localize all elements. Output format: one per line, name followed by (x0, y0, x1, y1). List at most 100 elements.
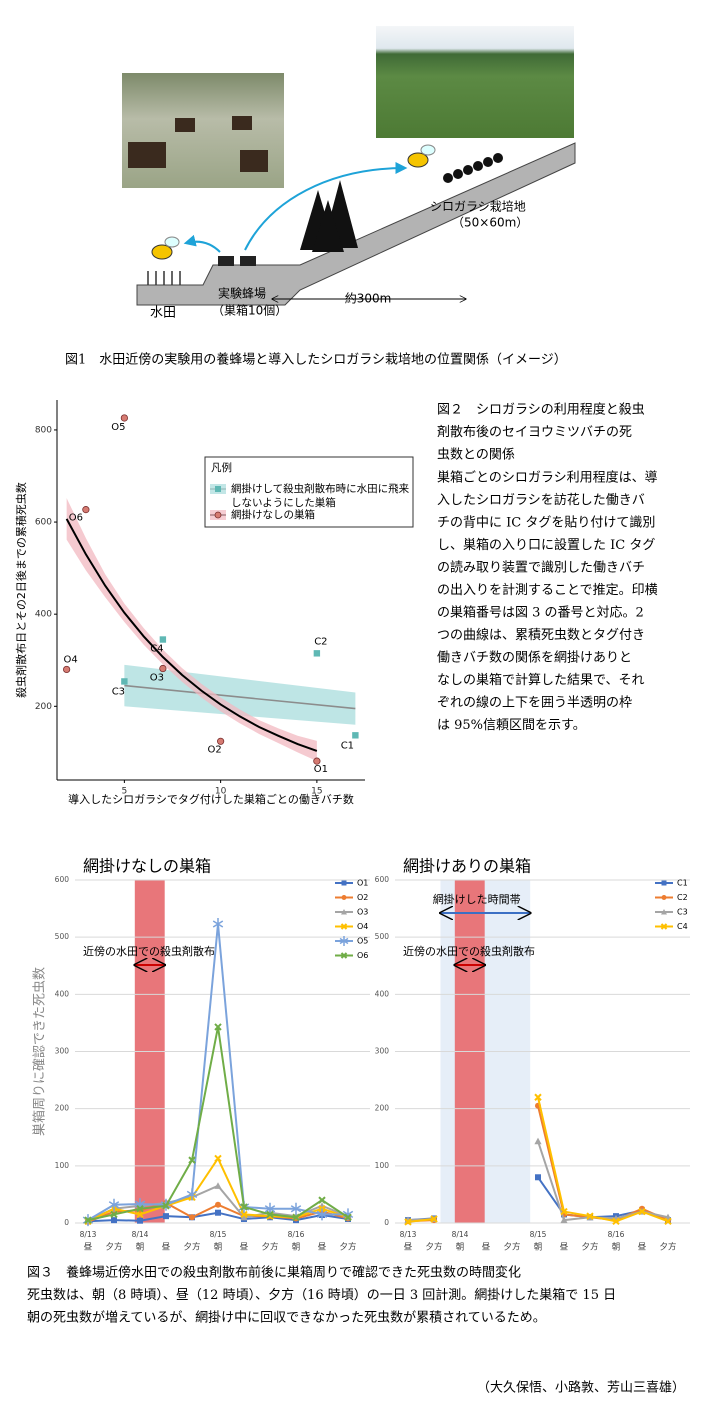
marker (63, 665, 71, 674)
series-line (407, 1218, 435, 1223)
point-label: O4 (64, 654, 78, 665)
caption-body: は 95%信頼区間を示す。 (437, 718, 586, 733)
legend-label: O4 (357, 922, 368, 931)
x-tick-label: 昼 (240, 1243, 249, 1253)
arrow-to-paddy (183, 234, 221, 253)
caption-body: 入したシロガラシを訪花した働きバ (437, 492, 645, 508)
marker (189, 1214, 195, 1221)
y-tick-label: 0 (64, 1218, 69, 1227)
label: 約300m (345, 291, 392, 306)
marker (534, 1093, 542, 1101)
legend-label: 網掛けなしの巣箱 (231, 509, 315, 521)
y-tick-label: 600 (35, 518, 52, 528)
y-tick-label: 0 (384, 1218, 389, 1227)
caption: 死虫数は、朝（8 時頃）、昼（12 時頃）、夕方（16 時頃）の一日 3 回計測… (27, 1287, 616, 1303)
x-tick-label: 夕方 (339, 1242, 356, 1253)
crop-row (443, 153, 503, 183)
marker (661, 880, 667, 886)
marker (108, 1198, 120, 1211)
marker (612, 1217, 620, 1225)
marker (240, 1210, 248, 1219)
caption-body: の読み取り装置で識別した働きバチ (437, 560, 645, 576)
x-tick-label: 昼 (638, 1243, 647, 1253)
marker (534, 1137, 542, 1145)
fit-line (65, 518, 318, 752)
marker (560, 1207, 568, 1216)
point-label: O3 (150, 673, 164, 684)
marker (214, 1154, 222, 1163)
legend-label: C3 (677, 908, 688, 917)
date-label: 8/15 (530, 1230, 547, 1239)
marker (214, 1182, 222, 1189)
caption-body: し、巣箱の入り口に設置した IC タグ (437, 537, 655, 553)
x-tick-label: 5 (122, 787, 128, 797)
y-tick-label: 300 (375, 1047, 390, 1056)
marker (638, 1207, 646, 1216)
legend-label: O2 (357, 893, 368, 902)
caption-title: 剤散布後のセイヨウミツバチの死 (437, 424, 632, 440)
marker (292, 1213, 300, 1221)
x-tick-label: 夕方 (183, 1242, 200, 1253)
marker (344, 1213, 352, 1221)
caption-body: なしの巣箱で計算した結果で、それ (437, 672, 644, 688)
marker (340, 952, 348, 959)
x-tick-label: 昼 (84, 1243, 93, 1253)
marker (266, 1210, 274, 1219)
marker (404, 1218, 412, 1226)
marker (121, 678, 128, 685)
marker (163, 1213, 169, 1220)
marker (240, 1203, 248, 1211)
label: 実験蜂場 (218, 286, 266, 301)
marker (159, 664, 167, 673)
marker (316, 1208, 328, 1221)
point-label: C3 (112, 686, 125, 697)
y-tick-label: 100 (375, 1161, 390, 1170)
x-tick-label: 昼 (404, 1243, 413, 1253)
x-tick-label: 昼 (482, 1243, 491, 1253)
arrow-to-field (244, 162, 408, 251)
caption-body: つの曲線は、累積死虫数とタグ付き (437, 627, 645, 643)
marker (110, 1210, 118, 1219)
point-label: O2 (208, 744, 222, 755)
marker (217, 737, 225, 745)
marker (215, 486, 221, 492)
chart-title: 網掛けなしの巣箱 (83, 857, 211, 876)
caption-body: 働きバチ数の関係を網掛けありと (437, 651, 632, 666)
legend-label: C4 (677, 922, 688, 931)
marker (313, 757, 321, 765)
marker (661, 895, 667, 900)
marker (339, 936, 349, 946)
caption: 図３ 養蜂場近傍水田での殺虫剤散布前後に巣箱周りで確認できた死虫数の時間変化 (27, 1265, 521, 1281)
marker (313, 650, 321, 657)
x-tick-label: 夕方 (261, 1242, 278, 1253)
y-axis-label: 巣箱周りに確認できた死虫数 (32, 967, 48, 1136)
caption-title: 図２ シロガラシの利用程度と殺虫 (437, 402, 645, 418)
marker (186, 1188, 198, 1201)
x-axis-label: 導入したシロガラシでタグ付けした巣箱ごとの働きバチ数 (68, 792, 354, 806)
y-tick-label: 300 (55, 1047, 70, 1056)
annotation: 網掛けした時間帯 (433, 892, 521, 906)
x-tick-label: 夕方 (425, 1242, 442, 1253)
trees (300, 180, 358, 252)
plants (147, 271, 181, 285)
x-tick-label: 昼 (318, 1243, 327, 1253)
date-label: 8/13 (400, 1230, 417, 1239)
marker (341, 895, 347, 900)
y-tick-label: 600 (375, 875, 390, 884)
marker (664, 1217, 672, 1225)
caption: 朝の死虫数が増えているが、網掛け中に回収できなかった死虫数が累積されているため。 (27, 1311, 546, 1326)
marker (352, 732, 359, 739)
marker (340, 923, 348, 930)
x-tick-label: 朝 (292, 1243, 301, 1253)
date-label: 8/15 (210, 1230, 227, 1239)
legend-label: O1 (357, 879, 368, 888)
marker (137, 1217, 143, 1224)
bees (151, 144, 436, 260)
y-tick-label: 400 (35, 610, 52, 620)
caption-body: の巣箱番号は図 3 の番号と対応。2 (437, 605, 644, 621)
confidence-band (66, 498, 317, 762)
y-tick-label: 600 (55, 875, 70, 884)
y-tick-label: 200 (375, 1104, 390, 1113)
figure1: 水田 実験蜂場 （巣箱10個） 約300m シロガラシ栽培地 （50×60m） … (65, 26, 576, 368)
